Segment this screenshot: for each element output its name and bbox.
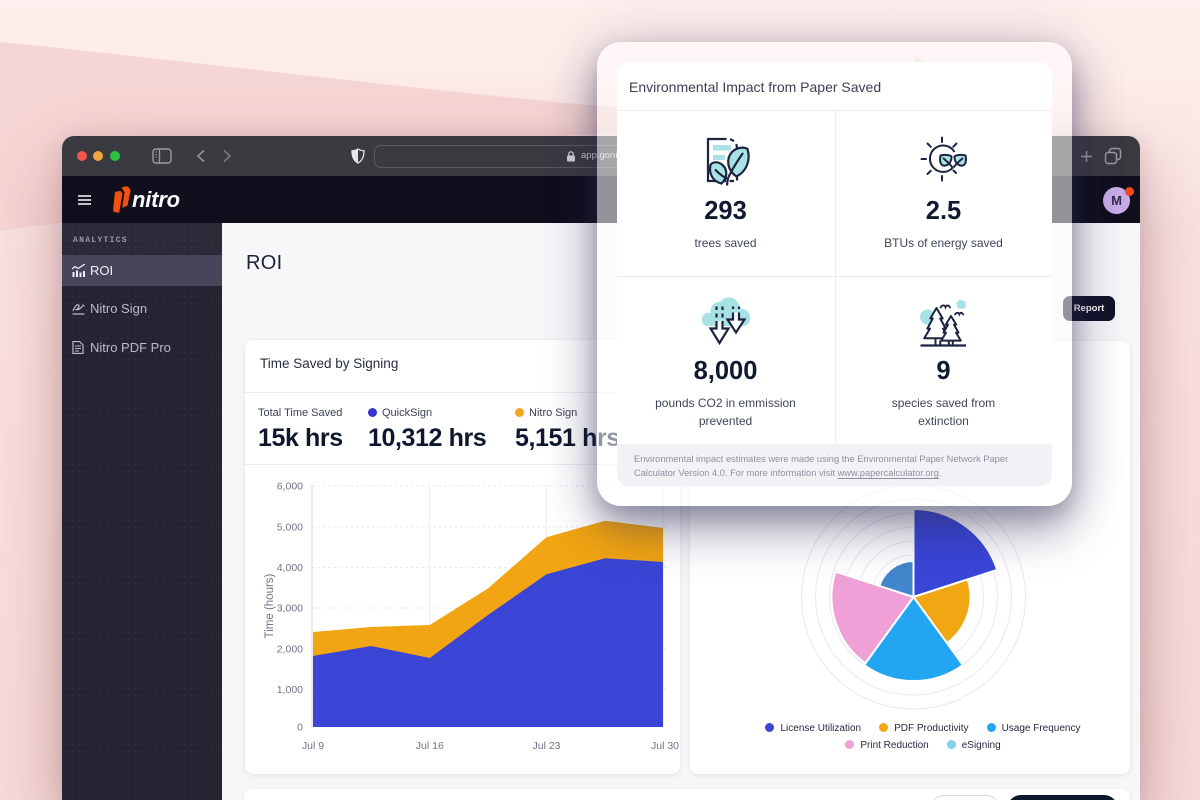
svg-text:Jul 16: Jul 16 xyxy=(416,740,444,752)
svg-text:5,000: 5,000 xyxy=(277,522,303,534)
svg-text:6,000: 6,000 xyxy=(277,481,303,493)
svg-text:Jul 30: Jul 30 xyxy=(651,740,679,752)
svg-text:4,000: 4,000 xyxy=(277,562,303,574)
svg-text:1,000: 1,000 xyxy=(277,684,303,696)
svg-text:Time (hours): Time (hours) xyxy=(264,573,276,638)
svg-text:Jul 9: Jul 9 xyxy=(302,740,324,752)
svg-text:3,000: 3,000 xyxy=(277,603,303,615)
svg-text:0: 0 xyxy=(297,722,303,734)
svg-text:Jul 23: Jul 23 xyxy=(532,740,560,752)
svg-text:2,000: 2,000 xyxy=(277,644,303,656)
